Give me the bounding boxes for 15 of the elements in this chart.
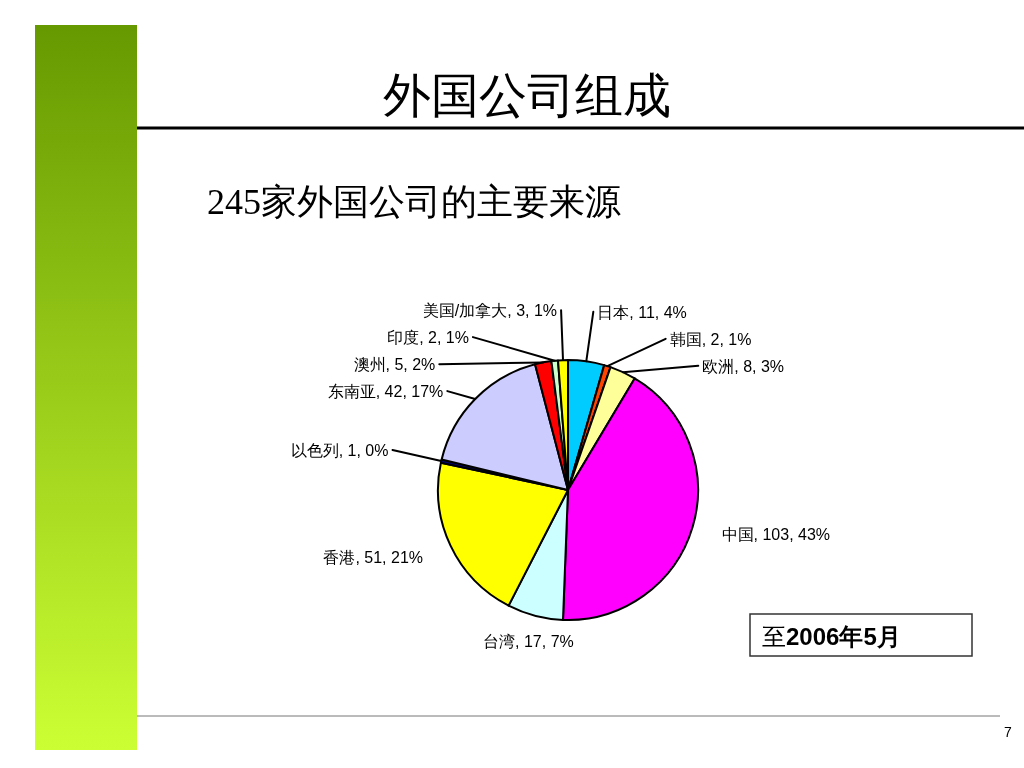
text: 7 [1004,724,1013,740]
slice-label: 日本, 11, 4% [597,303,687,321]
chart-title: 外国公司组成 [383,69,671,122]
slice-label: 澳州, 5, 2% [353,355,436,373]
slice-label: 印度, 2, 1% [387,328,469,346]
slice-label: 欧洲, 8, 3% [702,357,785,375]
slice-label: 以色列, 1, 0% [290,441,389,459]
chart-subtitle: 245家外国公司的主要来源 [207,182,621,222]
slice-label: 东南亚, 42, 17% [327,382,444,400]
slice-label: 香港, 51, 21% [323,548,424,566]
slice-label: 中国, 103, 43% [721,525,831,543]
slice-label: 美国/加拿大, 3, 1% [422,301,558,319]
slice-label: 台湾, 17, 7% [483,632,574,650]
slice-label: 韩国, 2, 1% [669,330,752,348]
text: 至2006年5月 [762,623,901,650]
